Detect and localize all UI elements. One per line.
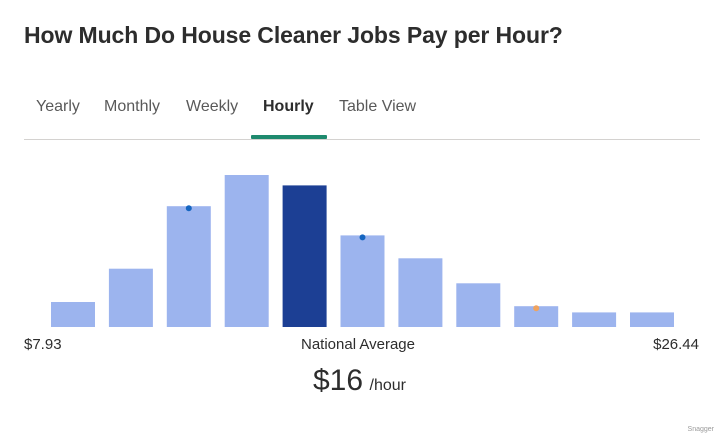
histogram-bar xyxy=(108,268,153,327)
min-pay-label: $7.93 xyxy=(24,336,62,353)
histogram-bar-average xyxy=(282,185,327,327)
histogram-bar xyxy=(630,312,674,327)
histogram-bar xyxy=(514,306,559,327)
histogram-marker-dot xyxy=(359,234,366,241)
hourly-pay-histogram xyxy=(51,175,674,327)
histogram-bar xyxy=(224,175,269,327)
histogram-bar xyxy=(398,258,443,327)
watermark: Snagger xyxy=(687,426,714,433)
average-pay-unit: /hour xyxy=(369,377,406,394)
tab-table-view[interactable]: Table View xyxy=(339,98,417,115)
pay-period-tabs: Yearly Monthly Weekly Hourly Table View xyxy=(24,84,700,140)
histogram-marker-dot xyxy=(533,305,540,312)
histogram-bar xyxy=(166,206,211,327)
histogram-bar xyxy=(572,312,617,327)
average-pay-amount: $16 xyxy=(313,364,364,397)
tab-weekly[interactable]: Weekly xyxy=(186,98,239,115)
histogram-marker-dot xyxy=(185,205,192,212)
average-pay: $16 /hour xyxy=(313,364,406,398)
histogram-bar xyxy=(51,302,95,327)
histogram-bar xyxy=(340,235,385,327)
tab-yearly[interactable]: Yearly xyxy=(36,98,80,115)
tab-monthly[interactable]: Monthly xyxy=(104,98,161,115)
active-tab-indicator xyxy=(251,135,327,139)
histogram-bar xyxy=(456,283,501,327)
max-pay-label: $26.44 xyxy=(653,336,699,353)
national-average-label: National Average xyxy=(301,336,415,353)
page-title: How Much Do House Cleaner Jobs Pay per H… xyxy=(24,22,563,48)
tab-hourly[interactable]: Hourly xyxy=(263,98,314,115)
